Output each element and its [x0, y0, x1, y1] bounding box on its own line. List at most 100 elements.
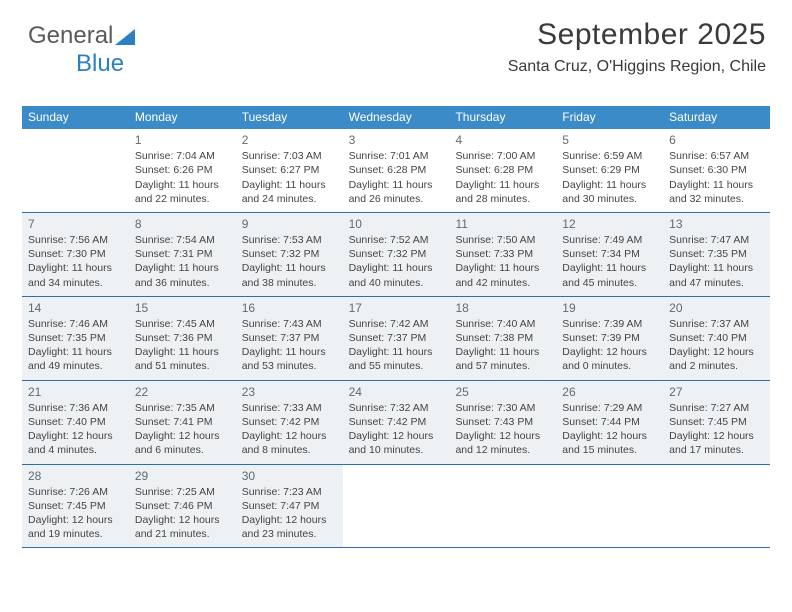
day-details: Sunrise: 7:25 AMSunset: 7:46 PMDaylight:…	[135, 485, 230, 542]
day-details: Sunrise: 6:59 AMSunset: 6:29 PMDaylight:…	[562, 149, 657, 206]
calendar-grid: SundayMondayTuesdayWednesdayThursdayFrid…	[22, 106, 770, 548]
day-details: Sunrise: 7:01 AMSunset: 6:28 PMDaylight:…	[349, 149, 444, 206]
day-cell	[449, 465, 556, 548]
day-details: Sunrise: 7:39 AMSunset: 7:39 PMDaylight:…	[562, 317, 657, 374]
day-details: Sunrise: 7:30 AMSunset: 7:43 PMDaylight:…	[455, 401, 550, 458]
weekday-header: Saturday	[663, 106, 770, 129]
day-cell: 14Sunrise: 7:46 AMSunset: 7:35 PMDayligh…	[22, 297, 129, 380]
day-cell: 16Sunrise: 7:43 AMSunset: 7:37 PMDayligh…	[236, 297, 343, 380]
day-number: 28	[28, 468, 123, 484]
day-number: 15	[135, 300, 230, 316]
day-cell: 29Sunrise: 7:25 AMSunset: 7:46 PMDayligh…	[129, 465, 236, 548]
day-details: Sunrise: 7:40 AMSunset: 7:38 PMDaylight:…	[455, 317, 550, 374]
week-row: 14Sunrise: 7:46 AMSunset: 7:35 PMDayligh…	[22, 297, 770, 381]
day-cell: 25Sunrise: 7:30 AMSunset: 7:43 PMDayligh…	[449, 381, 556, 464]
day-number: 2	[242, 132, 337, 148]
day-number: 27	[669, 384, 764, 400]
title-block: September 2025 Santa Cruz, O'Higgins Reg…	[508, 18, 766, 76]
day-cell: 26Sunrise: 7:29 AMSunset: 7:44 PMDayligh…	[556, 381, 663, 464]
day-details: Sunrise: 7:32 AMSunset: 7:42 PMDaylight:…	[349, 401, 444, 458]
month-title: September 2025	[508, 18, 766, 52]
day-number: 5	[562, 132, 657, 148]
day-details: Sunrise: 7:00 AMSunset: 6:28 PMDaylight:…	[455, 149, 550, 206]
day-number: 6	[669, 132, 764, 148]
week-row: 7Sunrise: 7:56 AMSunset: 7:30 PMDaylight…	[22, 213, 770, 297]
day-cell: 6Sunrise: 6:57 AMSunset: 6:30 PMDaylight…	[663, 129, 770, 212]
day-cell	[343, 465, 450, 548]
day-number: 12	[562, 216, 657, 232]
day-cell: 22Sunrise: 7:35 AMSunset: 7:41 PMDayligh…	[129, 381, 236, 464]
day-cell: 7Sunrise: 7:56 AMSunset: 7:30 PMDaylight…	[22, 213, 129, 296]
day-details: Sunrise: 7:27 AMSunset: 7:45 PMDaylight:…	[669, 401, 764, 458]
day-cell: 15Sunrise: 7:45 AMSunset: 7:36 PMDayligh…	[129, 297, 236, 380]
day-number: 22	[135, 384, 230, 400]
day-number: 1	[135, 132, 230, 148]
weekday-header-row: SundayMondayTuesdayWednesdayThursdayFrid…	[22, 106, 770, 129]
day-cell	[663, 465, 770, 548]
logo-word2: Blue	[76, 50, 124, 77]
day-cell: 11Sunrise: 7:50 AMSunset: 7:33 PMDayligh…	[449, 213, 556, 296]
day-details: Sunrise: 7:29 AMSunset: 7:44 PMDaylight:…	[562, 401, 657, 458]
day-cell: 9Sunrise: 7:53 AMSunset: 7:32 PMDaylight…	[236, 213, 343, 296]
weekday-header: Sunday	[22, 106, 129, 129]
day-details: Sunrise: 7:23 AMSunset: 7:47 PMDaylight:…	[242, 485, 337, 542]
day-cell: 5Sunrise: 6:59 AMSunset: 6:29 PMDaylight…	[556, 129, 663, 212]
day-cell: 17Sunrise: 7:42 AMSunset: 7:37 PMDayligh…	[343, 297, 450, 380]
day-cell: 3Sunrise: 7:01 AMSunset: 6:28 PMDaylight…	[343, 129, 450, 212]
day-details: Sunrise: 7:53 AMSunset: 7:32 PMDaylight:…	[242, 233, 337, 290]
day-number: 20	[669, 300, 764, 316]
day-details: Sunrise: 7:26 AMSunset: 7:45 PMDaylight:…	[28, 485, 123, 542]
day-number: 25	[455, 384, 550, 400]
weekday-header: Wednesday	[343, 106, 450, 129]
day-number: 17	[349, 300, 444, 316]
day-number: 3	[349, 132, 444, 148]
day-details: Sunrise: 7:42 AMSunset: 7:37 PMDaylight:…	[349, 317, 444, 374]
day-number: 30	[242, 468, 337, 484]
day-cell: 1Sunrise: 7:04 AMSunset: 6:26 PMDaylight…	[129, 129, 236, 212]
day-number: 8	[135, 216, 230, 232]
day-cell: 12Sunrise: 7:49 AMSunset: 7:34 PMDayligh…	[556, 213, 663, 296]
day-number: 29	[135, 468, 230, 484]
day-number: 21	[28, 384, 123, 400]
weekday-header: Monday	[129, 106, 236, 129]
day-details: Sunrise: 7:54 AMSunset: 7:31 PMDaylight:…	[135, 233, 230, 290]
day-details: Sunrise: 7:52 AMSunset: 7:32 PMDaylight:…	[349, 233, 444, 290]
weekday-header: Friday	[556, 106, 663, 129]
day-cell: 20Sunrise: 7:37 AMSunset: 7:40 PMDayligh…	[663, 297, 770, 380]
day-number: 4	[455, 132, 550, 148]
day-number: 16	[242, 300, 337, 316]
day-number: 10	[349, 216, 444, 232]
week-row: 28Sunrise: 7:26 AMSunset: 7:45 PMDayligh…	[22, 465, 770, 549]
week-row: 21Sunrise: 7:36 AMSunset: 7:40 PMDayligh…	[22, 381, 770, 465]
day-number: 19	[562, 300, 657, 316]
day-number: 14	[28, 300, 123, 316]
day-cell	[22, 129, 129, 212]
day-details: Sunrise: 7:46 AMSunset: 7:35 PMDaylight:…	[28, 317, 123, 374]
day-number: 9	[242, 216, 337, 232]
day-number: 13	[669, 216, 764, 232]
logo-word1: General	[28, 22, 113, 49]
day-number: 18	[455, 300, 550, 316]
day-details: Sunrise: 7:37 AMSunset: 7:40 PMDaylight:…	[669, 317, 764, 374]
weekday-header: Tuesday	[236, 106, 343, 129]
day-details: Sunrise: 7:35 AMSunset: 7:41 PMDaylight:…	[135, 401, 230, 458]
day-details: Sunrise: 7:50 AMSunset: 7:33 PMDaylight:…	[455, 233, 550, 290]
day-cell: 4Sunrise: 7:00 AMSunset: 6:28 PMDaylight…	[449, 129, 556, 212]
day-details: Sunrise: 7:04 AMSunset: 6:26 PMDaylight:…	[135, 149, 230, 206]
day-cell: 28Sunrise: 7:26 AMSunset: 7:45 PMDayligh…	[22, 465, 129, 548]
day-cell: 19Sunrise: 7:39 AMSunset: 7:39 PMDayligh…	[556, 297, 663, 380]
day-cell: 18Sunrise: 7:40 AMSunset: 7:38 PMDayligh…	[449, 297, 556, 380]
day-cell: 24Sunrise: 7:32 AMSunset: 7:42 PMDayligh…	[343, 381, 450, 464]
day-cell: 8Sunrise: 7:54 AMSunset: 7:31 PMDaylight…	[129, 213, 236, 296]
week-row: 1Sunrise: 7:04 AMSunset: 6:26 PMDaylight…	[22, 129, 770, 213]
day-details: Sunrise: 7:03 AMSunset: 6:27 PMDaylight:…	[242, 149, 337, 206]
day-cell	[556, 465, 663, 548]
day-number: 7	[28, 216, 123, 232]
day-details: Sunrise: 7:47 AMSunset: 7:35 PMDaylight:…	[669, 233, 764, 290]
day-details: Sunrise: 7:45 AMSunset: 7:36 PMDaylight:…	[135, 317, 230, 374]
day-details: Sunrise: 7:36 AMSunset: 7:40 PMDaylight:…	[28, 401, 123, 458]
day-cell: 27Sunrise: 7:27 AMSunset: 7:45 PMDayligh…	[663, 381, 770, 464]
day-cell: 21Sunrise: 7:36 AMSunset: 7:40 PMDayligh…	[22, 381, 129, 464]
day-details: Sunrise: 7:33 AMSunset: 7:42 PMDaylight:…	[242, 401, 337, 458]
day-details: Sunrise: 6:57 AMSunset: 6:30 PMDaylight:…	[669, 149, 764, 206]
